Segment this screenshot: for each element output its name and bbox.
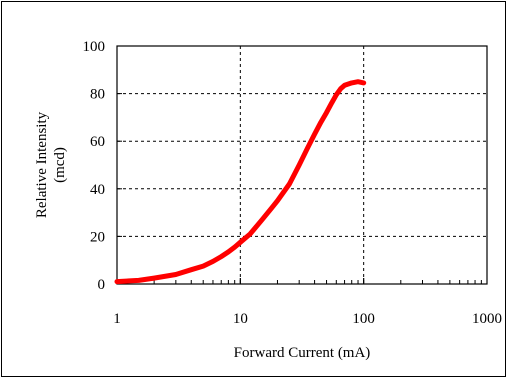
x-tick-label: 1 xyxy=(113,311,121,327)
y-tick-label: 0 xyxy=(98,277,106,293)
grid-lines xyxy=(117,46,487,284)
y-tick-label: 20 xyxy=(90,229,105,245)
axis-ticks xyxy=(116,45,488,285)
plot-area xyxy=(116,45,488,285)
y-tick-label: 100 xyxy=(83,39,106,55)
y-tick-labels: 0 20 40 60 80 100 xyxy=(83,39,106,293)
x-axis-title: Forward Current (mA) xyxy=(234,345,371,361)
series-layer xyxy=(114,79,367,285)
series-line xyxy=(114,79,367,285)
y-tick-label: 40 xyxy=(90,182,105,198)
y-tick-label: 80 xyxy=(90,87,105,103)
y-axis-unit: (mcd) xyxy=(52,147,68,183)
x-tick-label: 100 xyxy=(352,311,375,327)
y-axis-title: Relative Intensity xyxy=(34,111,50,218)
x-tick-labels: 1 10 100 1000 xyxy=(113,311,502,327)
x-tick-label: 1000 xyxy=(472,311,502,327)
y-tick-label: 60 xyxy=(90,134,105,150)
x-tick-label: 10 xyxy=(233,311,248,327)
